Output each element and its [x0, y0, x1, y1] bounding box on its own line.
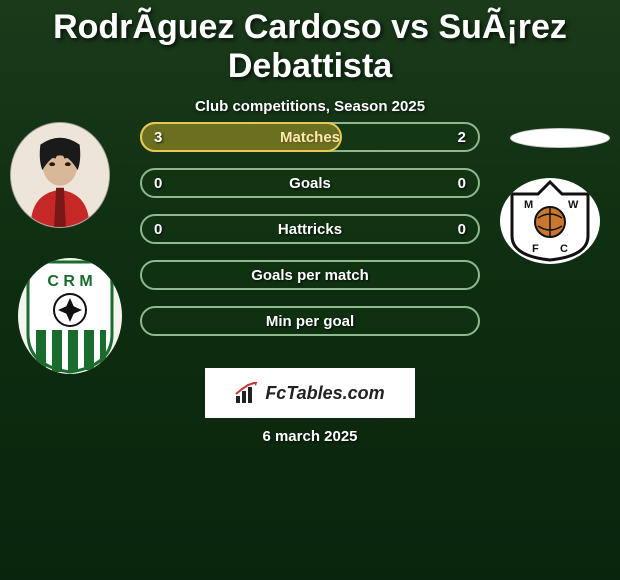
- brand-badge: FcTables.com: [205, 368, 415, 418]
- stat-left-value: 3: [154, 129, 162, 146]
- stat-label: Min per goal: [266, 313, 354, 330]
- player-photo-left: [10, 122, 110, 228]
- stat-right-value: 0: [458, 221, 466, 238]
- svg-text:F: F: [532, 243, 539, 255]
- nation-flag-right: [510, 128, 610, 148]
- svg-text:C: C: [560, 243, 568, 255]
- svg-text:W: W: [568, 199, 579, 211]
- svg-text:C R M: C R M: [47, 273, 92, 290]
- stat-left-value: 0: [154, 175, 162, 192]
- stat-row-gpm: Goals per match: [140, 260, 480, 290]
- svg-text:M: M: [524, 199, 533, 211]
- stat-row-matches: 3 Matches 2: [140, 122, 480, 152]
- stat-row-mpg: Min per goal: [140, 306, 480, 336]
- stat-label: Goals per match: [251, 267, 369, 284]
- subtitle: Club competitions, Season 2025: [0, 98, 620, 115]
- stat-label: Hattricks: [278, 221, 342, 238]
- brand-text: FcTables.com: [265, 383, 384, 404]
- club-badge-left: C R M: [18, 258, 122, 374]
- page-title: RodrÃ­guez Cardoso vs SuÃ¡rez Debattista: [0, 0, 620, 86]
- stats-container: 3 Matches 2 0 Goals 0 0 Hattricks 0 Goal…: [140, 122, 480, 352]
- stat-row-goals: 0 Goals 0: [140, 168, 480, 198]
- stat-row-hattricks: 0 Hattricks 0: [140, 214, 480, 244]
- stat-label: Goals: [289, 175, 331, 192]
- stat-left-value: 0: [154, 221, 162, 238]
- stat-right-value: 2: [458, 129, 466, 146]
- stat-right-value: 0: [458, 175, 466, 192]
- brand-chart-icon: [235, 382, 259, 404]
- date-label: 6 march 2025: [0, 428, 620, 445]
- club-badge-right: M W F C: [500, 178, 600, 264]
